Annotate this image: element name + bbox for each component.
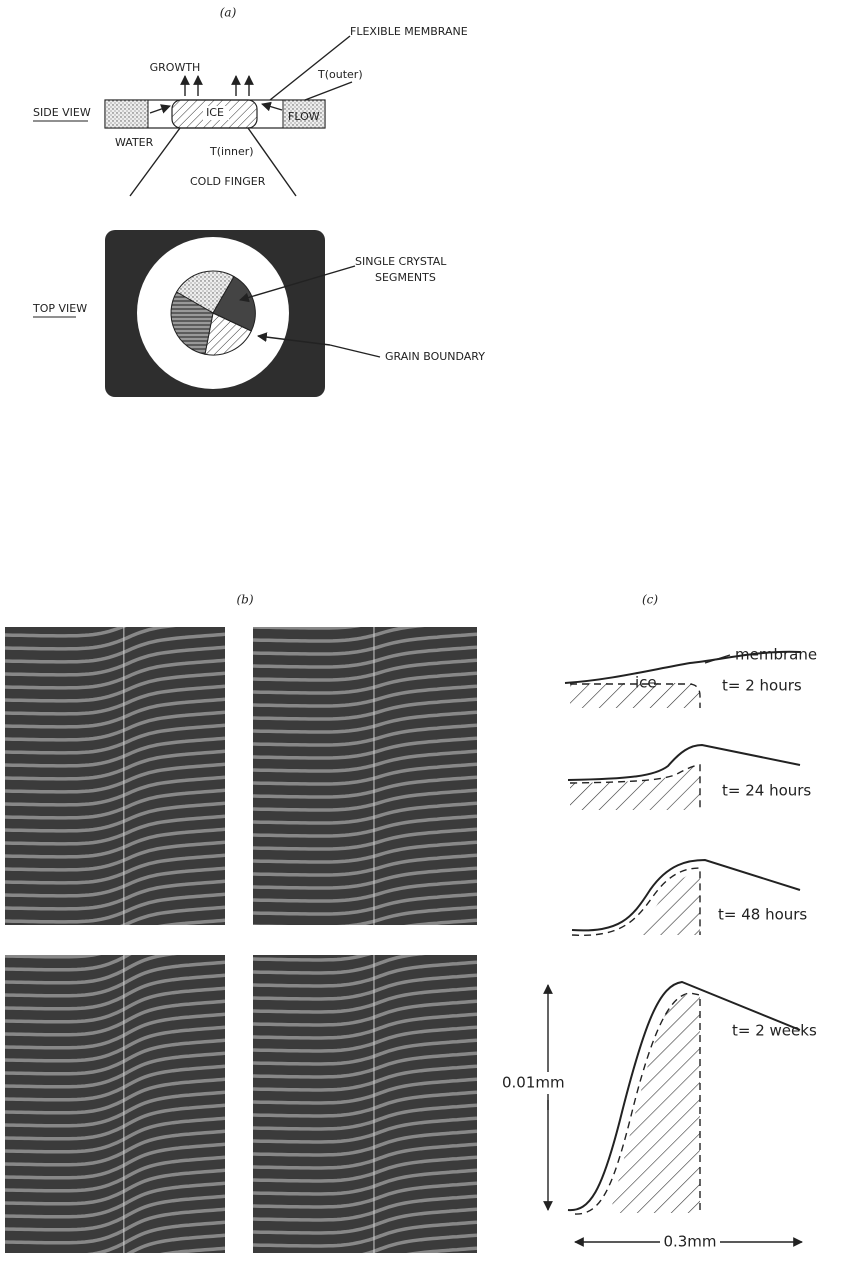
label: ICE (206, 106, 224, 119)
interferogram (253, 910, 477, 1262)
label: GROWTH (150, 61, 201, 74)
label: membrane (735, 646, 817, 664)
page: (a) FLEXIBLE MEMBRANE GROWTH T(outer) IC… (0, 0, 844, 1262)
label: ice (635, 674, 657, 692)
interferogram-bg (253, 627, 477, 925)
interferogram (5, 910, 225, 1262)
panel-label: (c) (642, 593, 658, 607)
interferogram (253, 582, 477, 953)
fringe (253, 595, 477, 615)
label: FLOW (288, 110, 320, 123)
scale-label: 0.3mm (663, 1233, 716, 1251)
scale-label: 0.01mm (502, 1074, 565, 1092)
fringe (253, 608, 477, 628)
panel-label: (b) (236, 593, 253, 607)
fringe (5, 595, 225, 623)
time-label: t= 24 hours (722, 782, 811, 800)
label: SINGLE CRYSTAL (355, 255, 447, 268)
label: T(inner) (209, 145, 254, 158)
time-label: t= 2 weeks (732, 1022, 817, 1040)
panel-label: (a) (220, 6, 237, 20)
view-title: SIDE VIEW (33, 106, 91, 119)
time-label: t= 2 hours (722, 677, 802, 695)
fringe (253, 582, 477, 602)
label: SEGMENTS (375, 271, 436, 284)
fringe (5, 923, 225, 957)
interferogram (5, 582, 225, 961)
profiles (500, 652, 802, 1242)
fringe (253, 923, 477, 947)
interferogram-bg (5, 627, 225, 925)
view-title: TOP VIEW (32, 302, 87, 315)
figure: (a) FLEXIBLE MEMBRANE GROWTH T(outer) IC… (0, 0, 844, 1262)
growth-arrows (185, 76, 249, 96)
label: GRAIN BOUNDARY (385, 350, 485, 363)
label: COLD FINGER (190, 175, 266, 188)
top-view-cell (105, 230, 380, 397)
fringe (5, 582, 225, 610)
label: T(outer) (317, 68, 363, 81)
label: FLEXIBLE MEMBRANE (350, 25, 468, 38)
label: WATER (115, 136, 154, 149)
fringe (253, 933, 477, 953)
time-label: t= 48 hours (718, 906, 807, 924)
interferograms (5, 582, 477, 1262)
